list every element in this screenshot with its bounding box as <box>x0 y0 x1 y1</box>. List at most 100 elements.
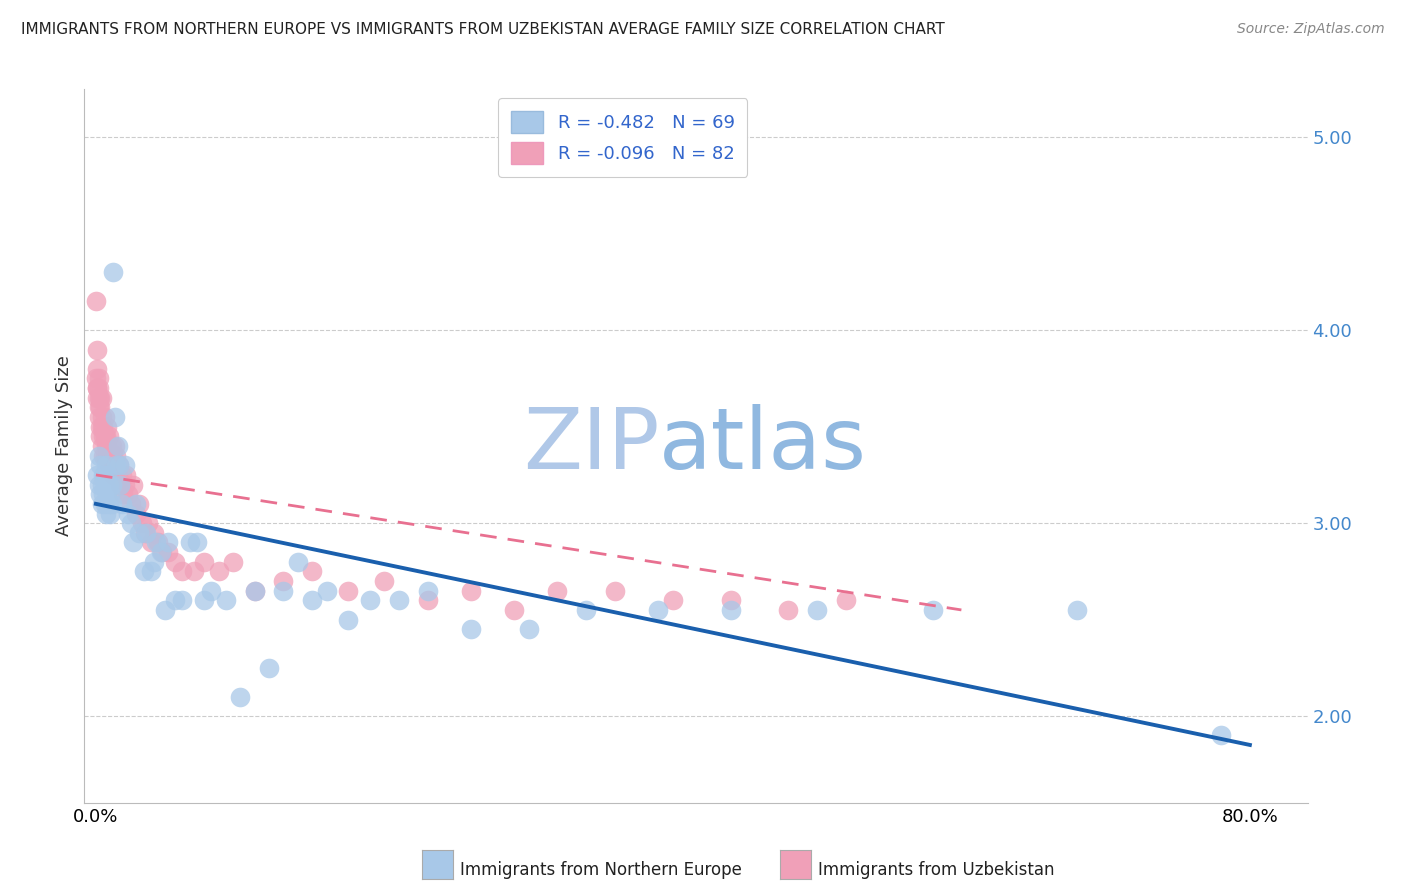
Point <box>193 593 215 607</box>
Point <box>108 458 131 473</box>
Text: Immigrants from Uzbekistan: Immigrants from Uzbekistan <box>818 861 1054 879</box>
Point <box>229 690 252 704</box>
Point <box>107 439 129 453</box>
Text: Immigrants from Northern Europe: Immigrants from Northern Europe <box>460 861 741 879</box>
Point <box>172 593 194 607</box>
Point <box>111 497 134 511</box>
Point <box>98 449 121 463</box>
Point <box>86 381 108 395</box>
Point <box>90 410 112 425</box>
Point <box>93 477 115 491</box>
Point <box>120 497 142 511</box>
Point <box>359 593 381 607</box>
Point <box>86 381 108 395</box>
Point <box>87 477 110 491</box>
Point <box>125 507 148 521</box>
Point <box>93 410 115 425</box>
Point <box>186 535 208 549</box>
Point <box>139 565 162 579</box>
Point <box>98 487 121 501</box>
Point <box>806 603 828 617</box>
Point <box>157 535 180 549</box>
Point <box>103 467 125 482</box>
Point <box>647 603 669 617</box>
Legend: R = -0.482   N = 69, R = -0.096   N = 82: R = -0.482 N = 69, R = -0.096 N = 82 <box>498 98 747 177</box>
Point <box>96 467 118 482</box>
Point <box>87 381 110 395</box>
Point <box>662 593 685 607</box>
Point <box>96 439 118 453</box>
Point <box>84 294 107 309</box>
Point <box>200 583 222 598</box>
Point <box>90 419 112 434</box>
Point <box>128 497 150 511</box>
Point <box>575 603 598 617</box>
Point <box>157 545 180 559</box>
Point <box>90 391 112 405</box>
Point <box>125 497 148 511</box>
Point <box>87 410 110 425</box>
Point <box>98 507 121 521</box>
Point <box>100 458 122 473</box>
Point <box>1066 603 1088 617</box>
Point <box>117 507 139 521</box>
Point <box>1209 728 1232 742</box>
Point <box>193 555 215 569</box>
Point <box>131 516 153 530</box>
Point <box>97 497 120 511</box>
Point <box>720 603 742 617</box>
Point <box>91 467 114 482</box>
Text: atlas: atlas <box>659 404 868 488</box>
Point <box>301 593 323 607</box>
Point <box>120 516 142 530</box>
Point <box>135 525 157 540</box>
Point <box>165 555 187 569</box>
Point <box>315 583 337 598</box>
Point <box>93 497 115 511</box>
Point <box>86 467 108 482</box>
Point <box>91 419 114 434</box>
Point <box>132 565 155 579</box>
Point <box>114 458 136 473</box>
Point <box>89 487 111 501</box>
Point <box>179 535 201 549</box>
Point <box>94 439 117 453</box>
Point <box>921 603 943 617</box>
Point <box>87 449 110 463</box>
Point <box>93 429 115 443</box>
Point <box>86 362 108 376</box>
Point <box>96 449 118 463</box>
Point <box>89 429 111 443</box>
Point <box>117 487 139 501</box>
Point <box>273 583 295 598</box>
Point <box>100 497 122 511</box>
Point <box>114 477 136 491</box>
Point <box>517 622 540 636</box>
Point <box>207 565 229 579</box>
Point <box>87 391 110 405</box>
Point <box>416 593 439 607</box>
Point <box>388 593 411 607</box>
Point <box>105 458 128 473</box>
Point <box>96 487 118 501</box>
Point <box>165 593 187 607</box>
Point <box>257 661 280 675</box>
Point <box>103 449 125 463</box>
Point <box>142 525 165 540</box>
Point <box>108 458 131 473</box>
Text: Source: ZipAtlas.com: Source: ZipAtlas.com <box>1237 22 1385 37</box>
Point <box>87 371 110 385</box>
Point <box>89 458 111 473</box>
Point <box>172 565 194 579</box>
Point <box>146 535 169 549</box>
Point <box>94 429 117 443</box>
Point <box>96 419 118 434</box>
Point <box>778 603 800 617</box>
Point <box>86 343 108 357</box>
Point <box>94 458 117 473</box>
Point <box>84 371 107 385</box>
Point <box>139 535 162 549</box>
Point <box>503 603 526 617</box>
Point <box>547 583 569 598</box>
Point <box>273 574 295 588</box>
